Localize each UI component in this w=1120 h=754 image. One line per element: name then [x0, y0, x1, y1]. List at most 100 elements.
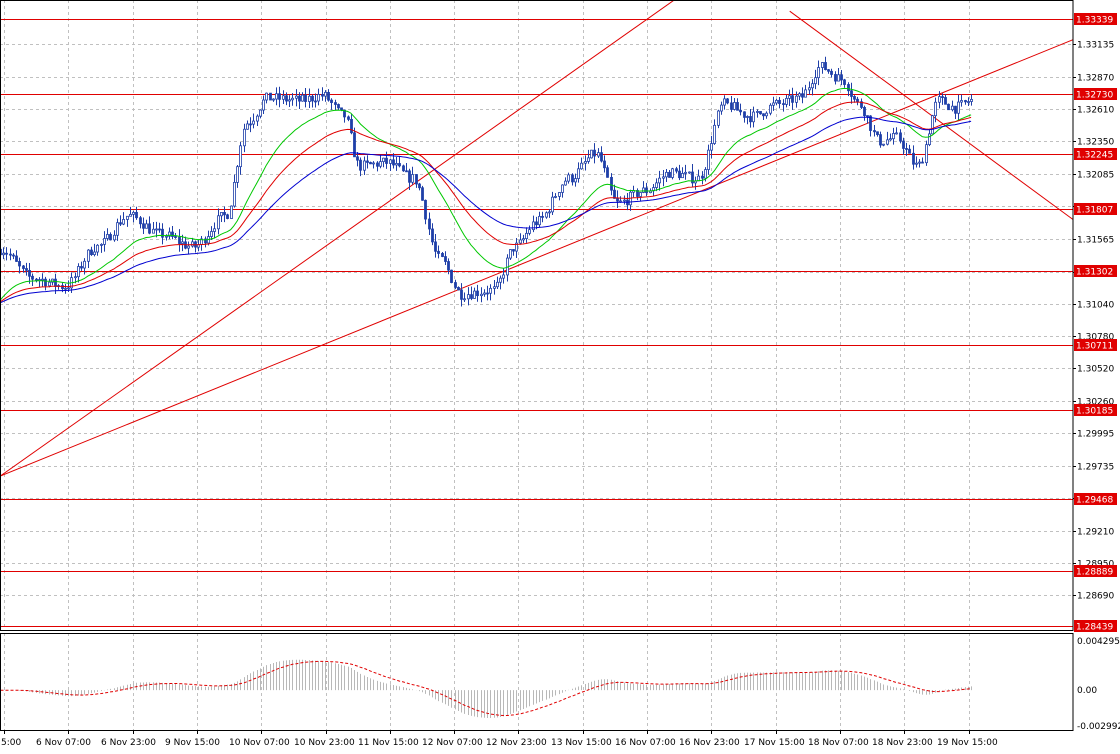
candle-body: [252, 120, 255, 125]
candle-body: [217, 215, 220, 230]
candle-body: [272, 98, 275, 101]
candle-body: [726, 98, 729, 104]
candle-body: [483, 292, 486, 295]
candle-body: [593, 149, 596, 157]
level-badge-label: 1.30711: [1076, 342, 1113, 352]
candle-body: [691, 171, 694, 184]
candle-body: [879, 134, 882, 146]
candle-body: [899, 132, 902, 142]
candle-body: [470, 294, 473, 299]
candle-body: [480, 293, 483, 297]
candle-body: [135, 211, 138, 219]
time-tick-label: 16 Nov 23:00: [679, 738, 740, 748]
candle-body: [597, 152, 600, 157]
candle-body: [545, 212, 548, 218]
price-tick-label: 1.29735: [1077, 463, 1114, 473]
candle-body: [496, 281, 499, 288]
candle-body: [587, 157, 590, 162]
candle-body: [905, 148, 908, 150]
candle-body: [220, 212, 223, 217]
candle-body: [278, 93, 281, 100]
candle-body: [944, 97, 947, 105]
candle-body: [2, 252, 5, 256]
candle-body: [259, 109, 262, 117]
candle-body: [113, 234, 116, 241]
candle-body: [402, 165, 405, 172]
candle-body: [730, 102, 733, 110]
candle-body: [359, 159, 362, 171]
candle-body: [298, 95, 301, 102]
candle-body: [314, 100, 317, 103]
candle-body: [951, 105, 954, 111]
candle-body: [574, 178, 577, 183]
candle-body: [103, 238, 106, 245]
candle-body: [558, 192, 561, 197]
candle-body: [619, 200, 622, 203]
candle-body: [74, 276, 77, 279]
candle-body: [382, 157, 385, 162]
candle-body: [499, 277, 502, 283]
candle-body: [801, 93, 804, 98]
candle-body: [64, 287, 67, 290]
candle-body: [834, 74, 837, 82]
candle-body: [528, 229, 531, 234]
candle-body: [610, 176, 613, 191]
candle-body: [837, 74, 840, 82]
horizontal-levels: [0, 19, 1073, 627]
candle-body: [701, 175, 704, 179]
level-badge-label: 1.31807: [1076, 206, 1113, 216]
price-tick-label: 1.29210: [1077, 528, 1114, 538]
candle-body: [577, 168, 580, 179]
candle-body: [441, 253, 444, 257]
candle-body: [788, 95, 791, 99]
candle-body: [148, 223, 151, 234]
price-tick-label: 1.31040: [1077, 301, 1114, 311]
candle-body: [330, 99, 333, 103]
candle-body: [720, 104, 723, 112]
candle-body: [889, 138, 892, 141]
candle-body: [785, 97, 788, 105]
candle-body: [947, 103, 950, 111]
candle-body: [749, 116, 752, 123]
candle-body: [291, 97, 294, 101]
candle-body: [970, 99, 973, 102]
candle-body: [921, 161, 924, 164]
candle-body: [460, 289, 463, 300]
candle-body: [821, 62, 824, 68]
candle-body: [584, 161, 587, 164]
candle-body: [408, 170, 411, 183]
level-badge-label: 1.28889: [1076, 568, 1113, 578]
candle-body: [311, 95, 314, 102]
level-badge: [1074, 265, 1117, 277]
candle-body: [372, 162, 375, 165]
candle-body: [431, 228, 434, 243]
candle-body: [187, 245, 190, 249]
candle-body: [886, 139, 889, 145]
candle-body: [308, 95, 311, 102]
candle-body: [941, 96, 944, 98]
candle-body: [934, 101, 937, 117]
candle-body: [960, 100, 963, 103]
candle-body: [863, 106, 866, 117]
candle-body: [437, 250, 440, 254]
candle-body: [967, 101, 970, 103]
candle-body: [817, 67, 820, 79]
candle-body: [61, 285, 64, 290]
candle-body: [80, 266, 83, 269]
time-tick-label: 6 Nov 07:00: [36, 738, 91, 748]
candle-body: [850, 90, 853, 97]
candle-body: [15, 255, 18, 262]
candle-body: [856, 98, 859, 103]
candle-body: [324, 91, 327, 97]
candle-body: [454, 282, 457, 288]
signal-line: [0, 660, 972, 716]
level-badge: [1074, 148, 1117, 160]
candle-body: [421, 187, 424, 201]
candle-body: [814, 77, 817, 85]
candle-body: [347, 116, 350, 120]
candle-body: [233, 181, 236, 207]
candle-body: [860, 101, 863, 108]
candle-body: [830, 70, 833, 75]
candle-body: [957, 101, 960, 114]
candle-body: [158, 228, 161, 231]
